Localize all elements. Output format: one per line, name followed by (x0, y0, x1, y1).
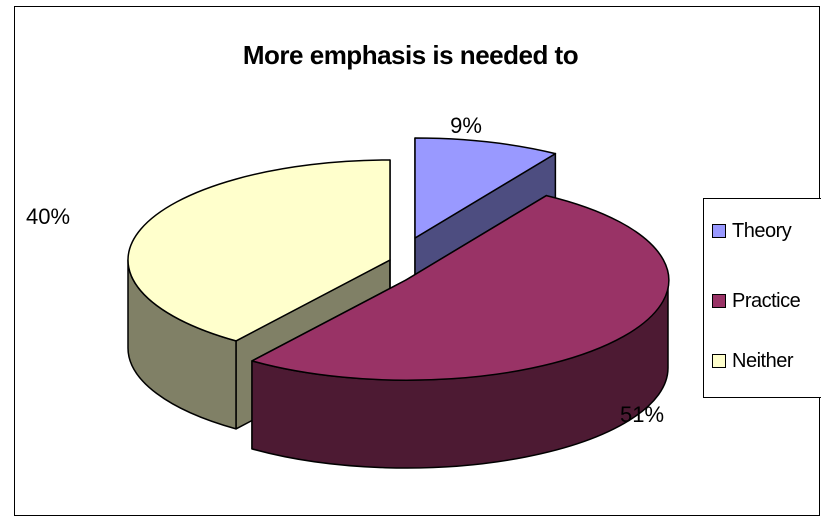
data-label-theory: 9% (450, 113, 482, 138)
legend-label-practice: Practice (732, 289, 801, 312)
legend-swatch-practice (712, 294, 726, 308)
legend: Theory Practice Neither (703, 198, 821, 398)
chart-title: More emphasis is needed to (242, 40, 579, 70)
data-label-practice: 51% (620, 402, 664, 427)
legend-swatch-neither (712, 354, 726, 368)
slice-top-neither (127, 159, 391, 342)
legend-item-practice: Practice (712, 289, 801, 313)
slice-top-practice (251, 194, 670, 381)
legend-item-theory: Theory (712, 219, 792, 243)
legend-label-theory: Theory (732, 219, 792, 242)
legend-label-neither: Neither (732, 349, 793, 372)
data-label-neither: 40% (26, 204, 70, 229)
legend-item-neither: Neither (712, 349, 793, 373)
slice-top-theory (414, 137, 557, 239)
legend-swatch-theory (712, 224, 726, 238)
